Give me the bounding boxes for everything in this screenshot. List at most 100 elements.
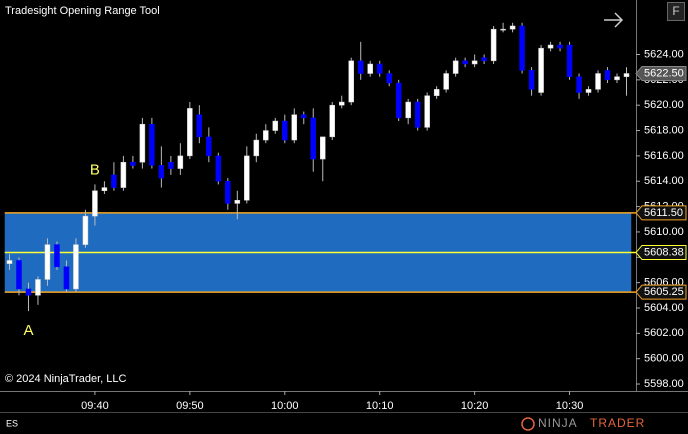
candle-body (111, 174, 117, 188)
x-tick-label: 10:20 (461, 400, 489, 412)
chart-title: Tradesight Opening Range Tool (5, 5, 160, 17)
y-tick-label: 5614.00 (644, 175, 684, 187)
price-badge-label: 5611.50 (644, 207, 683, 219)
candle-body (44, 244, 51, 280)
price-badge-label: 5605.25 (644, 286, 684, 298)
annotation: A (23, 322, 33, 339)
candle-body (623, 73, 630, 77)
x-tick-label: 09:40 (81, 400, 109, 412)
annotation: B (90, 161, 100, 178)
candle-body (168, 161, 174, 169)
candle-body (92, 190, 98, 217)
candle-body (490, 28, 497, 62)
candle-body (234, 200, 241, 204)
y-tick-label: 5610.00 (644, 226, 684, 238)
candle-body (63, 266, 70, 290)
candle-body (614, 76, 620, 81)
candle-body (130, 161, 136, 166)
x-tick-label: 10:30 (556, 400, 584, 412)
candle-body (310, 117, 317, 160)
price-badge-label: 5622.50 (644, 67, 684, 79)
candle-body (604, 70, 611, 81)
candle-body (177, 155, 184, 169)
y-tick-label: 5604.00 (644, 302, 684, 314)
candle-body (595, 73, 601, 90)
candle-body (462, 60, 468, 65)
x-tick-label: 10:10 (366, 400, 394, 412)
x-tick-label: 09:50 (176, 400, 204, 412)
candle-body (528, 70, 535, 90)
candle-body (538, 47, 544, 93)
candle-body (557, 44, 563, 49)
candle-body (263, 130, 269, 141)
brand-icon (521, 417, 535, 431)
candle-body (519, 25, 525, 71)
brand-prefix: NINJA (538, 416, 578, 430)
candle-body (301, 114, 307, 119)
candle-body (120, 161, 127, 188)
candle-body (338, 101, 345, 106)
y-tick-label: 5618.00 (644, 124, 684, 136)
price-badge (635, 205, 687, 221)
candle-body (348, 60, 354, 103)
candle-body (54, 244, 60, 268)
candle-body (395, 82, 402, 119)
candle-body (291, 114, 298, 141)
candle-body (6, 260, 13, 264)
candle-body (25, 288, 32, 296)
candle-body (253, 139, 260, 157)
instrument: ES (6, 418, 18, 428)
x-tick-label: 10:00 (271, 400, 299, 412)
candle-body (272, 120, 279, 131)
candle-body (206, 136, 212, 157)
price-badge (635, 66, 687, 82)
candle-body (319, 136, 326, 160)
candle-body (471, 60, 478, 65)
candle-body (244, 155, 250, 201)
candle-body (73, 244, 79, 290)
candle-body (443, 73, 449, 90)
y-tick-label: 5620.00 (644, 99, 684, 111)
brand-suffix: TRADER (590, 416, 645, 430)
candle-body (452, 60, 459, 74)
f-button[interactable] (667, 2, 685, 21)
candle-body (215, 155, 222, 182)
price-badge (635, 244, 687, 260)
candle-body (16, 260, 22, 290)
y-tick-label: 5624.00 (644, 48, 684, 60)
candle-body (35, 279, 41, 296)
price-badge (635, 284, 687, 300)
candle-body (82, 215, 89, 245)
candle-body (547, 44, 554, 49)
candle-body (357, 60, 364, 74)
candle-body (500, 28, 506, 31)
plot-area (4, 22, 636, 312)
candle-body (187, 108, 193, 157)
candle-body (329, 104, 335, 138)
candle-body (405, 101, 411, 119)
f-button-label[interactable]: F (672, 4, 679, 18)
candle-body (566, 44, 573, 77)
candle-body (367, 63, 373, 74)
candle-body (158, 165, 165, 179)
candle-body (509, 25, 516, 30)
candle-body (376, 63, 383, 74)
candle-body (414, 101, 421, 128)
candle-body (424, 95, 430, 128)
candle-body (576, 76, 582, 93)
price-badge-label: 5608.38 (644, 246, 684, 258)
arrow-icon[interactable] (604, 12, 624, 28)
candle-body (196, 114, 203, 138)
candle-body (282, 120, 288, 141)
candle-body (386, 73, 392, 84)
candle-body (139, 123, 146, 163)
candle-body (101, 187, 108, 191)
y-tick-label: 5616.00 (644, 150, 684, 162)
y-tick-label: 5598.00 (644, 378, 684, 390)
y-tick-label: 5602.00 (644, 327, 684, 339)
candle-body (433, 89, 440, 96)
candle-body (149, 123, 155, 166)
candle-body (481, 57, 487, 62)
